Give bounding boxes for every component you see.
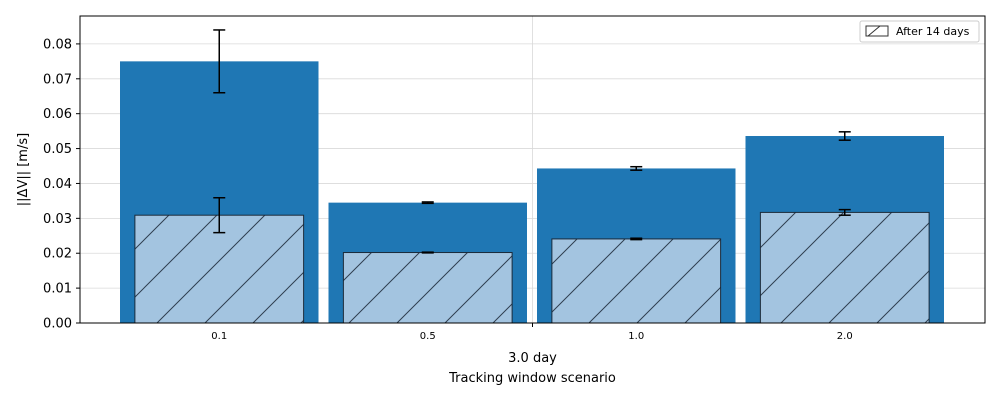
x-category-label: 1.0 xyxy=(628,331,644,342)
bar-after-14-days-hatch xyxy=(551,238,722,324)
y-tick-label: 0.00 xyxy=(43,317,72,332)
x-category-label: 2.0 xyxy=(837,331,853,342)
y-tick-label: 0.08 xyxy=(43,37,72,52)
legend-swatch xyxy=(865,25,889,37)
y-tick-label: 0.07 xyxy=(43,72,72,87)
y-tick-label: 0.05 xyxy=(43,142,72,157)
legend-box xyxy=(859,20,980,43)
x-category-label: 0.5 xyxy=(420,331,436,342)
x-axis-label: Tracking window scenario xyxy=(448,371,616,386)
y-tick-label: 0.02 xyxy=(43,247,72,262)
y-tick-label: 0.04 xyxy=(43,177,72,192)
y-tick-label: 0.06 xyxy=(43,107,72,122)
group-label: 3.0 day xyxy=(508,351,557,366)
legend: After 14 days xyxy=(859,20,980,43)
y-axis-label: ||ΔV|| [m/s] xyxy=(16,133,31,206)
y-axis: 0.00 0.01 0.02 0.03 0.04 0.05 0.06 0.07 0.08 xyxy=(43,37,80,332)
bar-after-14-days-hatch xyxy=(342,252,513,324)
error-bars xyxy=(213,29,851,254)
bar-after-14-days-hatch xyxy=(759,211,930,324)
x-category-label: 0.1 xyxy=(211,331,227,342)
y-tick-label: 0.01 xyxy=(43,282,72,297)
x-axis: 0.1 0.5 1.0 2.0 xyxy=(211,323,853,342)
legend-swatch-hatch xyxy=(867,25,881,37)
y-tick-label: 0.03 xyxy=(43,212,72,227)
bars xyxy=(120,61,944,324)
legend-entry: After 14 days xyxy=(896,25,970,38)
